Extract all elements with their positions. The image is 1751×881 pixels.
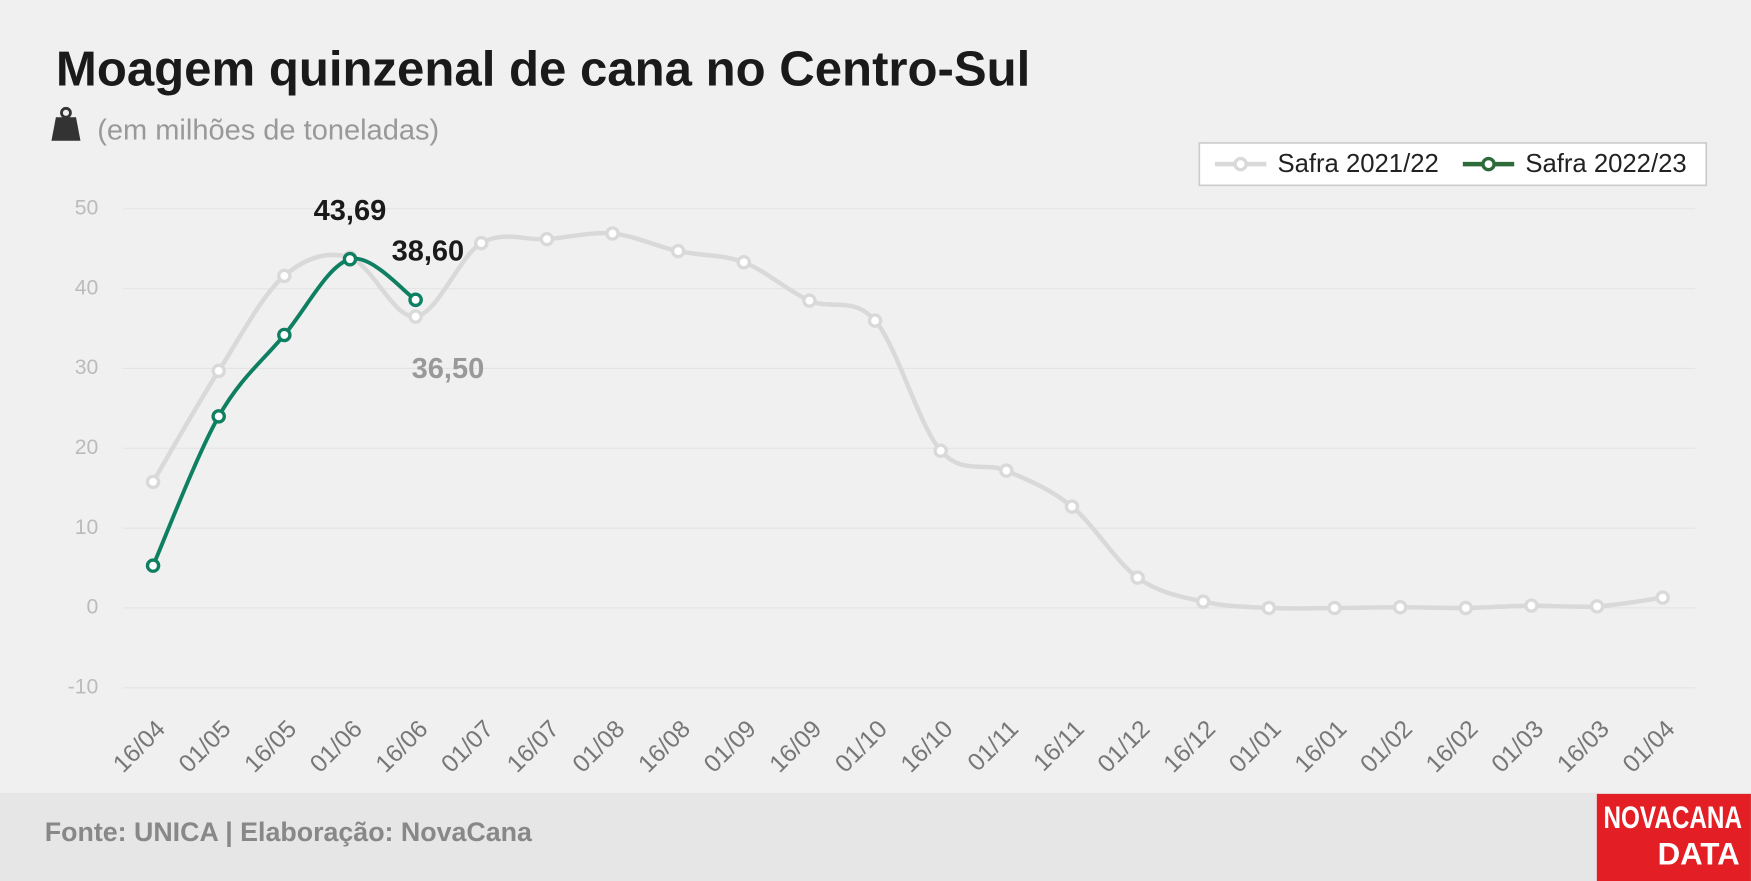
data-point [736,255,752,270]
data-label: 38,60 [392,236,465,268]
data-point [277,268,292,284]
legend-marker [1233,156,1248,172]
data-label: 43,69 [314,195,387,227]
weight-icon [51,106,81,141]
logo [1596,793,1751,881]
data-point [1524,598,1539,613]
y-tick-label: 40 [75,276,99,299]
legend-box [1198,142,1708,187]
data-point [802,293,817,308]
data-point [999,463,1014,478]
data-point [1589,599,1605,614]
y-tick-label: 10 [75,516,99,539]
legend: Safra 2021/22 Safra 2022/23 [1198,142,1708,187]
legend-label: Safra 2021/22 [1277,150,1438,178]
source: Fonte: UNICA | Elaboração: NovaCana [45,817,533,847]
data-point [1655,590,1670,605]
data-point [1458,600,1474,616]
data-point [408,292,423,308]
data-point [277,327,292,343]
data-point [211,363,226,379]
y-tick-label: 0 [87,596,99,619]
data-point [539,231,555,247]
logo-text: DATA [1658,837,1740,872]
data-point [1130,570,1145,585]
y-tick-label: 50 [75,196,99,219]
data-point [1392,599,1408,615]
chart-title: Moagem quinzenal de cana no Centro-Sul [56,43,1030,97]
y-tick-label: 30 [75,356,99,379]
logo-text: NOVACANA [1604,800,1742,835]
chart-subtitle: (em milhões de toneladas) [97,114,439,146]
data-point [867,313,883,328]
y-tick-label: -10 [68,675,99,698]
data-point [211,409,226,424]
data-point [1261,600,1277,616]
footer [0,792,1751,881]
y-tick-label: 20 [75,436,99,459]
data-label: 36,50 [412,353,485,385]
data-point [1064,499,1080,514]
data-point [1195,594,1211,609]
data-point [342,251,358,267]
series [145,226,1670,616]
data-point [473,235,489,251]
legend-marker [1481,156,1496,172]
data-point [933,443,948,458]
data-point [408,309,423,324]
data-point [145,474,161,490]
legend-label: Safra 2022/23 [1525,150,1686,178]
data-point [670,243,686,259]
data-point [1327,600,1342,616]
series [145,251,423,573]
data-point [605,226,620,241]
data-point [145,558,161,573]
